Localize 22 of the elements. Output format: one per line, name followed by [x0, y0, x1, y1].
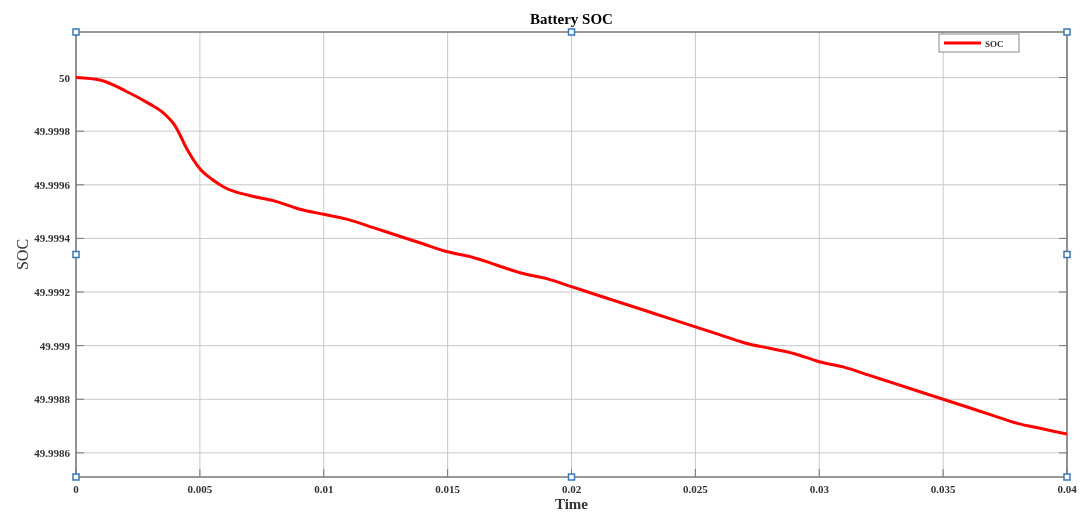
x-tick-label: 0 — [73, 483, 80, 495]
y-tick-label: 49.9988 — [34, 393, 71, 406]
y-tick-label: 49.999 — [39, 339, 71, 352]
x-tick-label: 0.03 — [809, 483, 830, 495]
legend-label: SOC — [985, 39, 1004, 49]
y-tick-label: 49.9992 — [34, 286, 71, 299]
chart-title: Battery SOC — [530, 11, 613, 27]
x-tick-label: 0.035 — [930, 483, 956, 495]
x-tick-label: 0.01 — [314, 483, 334, 495]
x-tick-label: 0.025 — [683, 483, 709, 495]
y-tick-label: 49.9996 — [34, 178, 71, 191]
y-tick-label: 49.9998 — [34, 125, 71, 138]
y-axis-title: SOC — [14, 238, 31, 271]
y-tick-label: 50 — [59, 71, 71, 84]
x-tick-label: 0.04 — [1057, 483, 1078, 495]
y-tick-label: 49.9994 — [34, 232, 71, 245]
x-tick-label: 0.005 — [187, 483, 213, 495]
x-tick-label: 0.015 — [435, 483, 461, 495]
y-tick-label: 49.9986 — [34, 446, 71, 459]
x-axis-title: Time — [554, 496, 589, 512]
x-tick-label: 0.02 — [561, 483, 582, 495]
line-series — [76, 76, 1067, 436]
